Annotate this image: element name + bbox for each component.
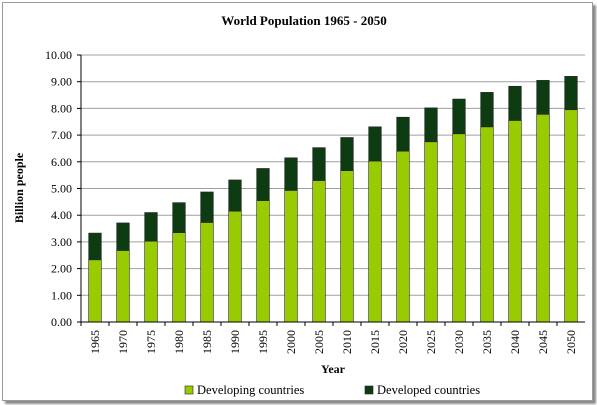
bar-developed [396,116,410,152]
bar-developed [508,85,522,121]
x-tick-label: 1990 [228,330,242,354]
bar-developed [284,157,298,191]
x-tick-label: 2050 [564,330,578,354]
bar-developing [144,240,158,323]
legend-swatch [184,385,194,395]
bar-developing [256,200,270,323]
bar-developing [172,232,186,323]
bar-developing [480,126,494,323]
x-tick-label: 2010 [340,330,354,354]
x-tick-label: 1995 [256,330,270,354]
bar-developed [564,76,578,111]
y-tick-label: 10.00 [45,48,72,62]
bar-developing [88,259,102,323]
bar-developed [536,80,550,115]
bar-developed [312,147,326,181]
x-tick-label: 2000 [284,330,298,354]
x-tick-label: 2035 [480,330,494,354]
x-tick-label: 1980 [172,330,186,354]
bar-developing [452,133,466,323]
bar-developing [396,150,410,323]
x-tick-label: 2045 [536,330,550,354]
bar-developed [368,126,382,162]
y-tick-label: 5.00 [51,182,72,196]
bar-developing [284,190,298,323]
bar-developing [228,210,242,323]
bars [88,76,578,323]
x-tick-label: 2020 [396,330,410,354]
y-axis-label: Billion people [12,152,26,223]
x-tick-label: 2015 [368,330,382,354]
bar-developed [228,179,242,212]
bar-developed [480,92,494,128]
x-tick-label: 2005 [312,330,326,354]
y-tick-label: 1.00 [51,288,72,302]
chart-title: World Population 1965 - 2050 [221,13,386,28]
y-tick-label: 4.00 [51,208,72,222]
bar-developing [536,113,550,323]
legend: Developing countries Developed countries [184,383,480,397]
bar-developing [508,120,522,323]
y-axis-ticks: 0.00 1.00 2.00 3.00 4.00 5.00 6.00 7.00 8.00 9.00… [45,48,81,329]
axes [80,55,585,323]
bar-developing [424,141,438,323]
y-tick-label: 2.00 [51,262,72,276]
bar-developed [340,137,354,171]
bar-developing [200,222,214,323]
gridlines [81,54,585,296]
bar-developed [200,191,214,223]
y-tick-label: 7.00 [51,128,72,142]
x-tick-label: 2040 [508,330,522,354]
y-tick-label: 6.00 [51,155,72,169]
bar-developed [88,232,102,261]
x-tick-label: 1975 [144,330,158,354]
y-tick-label: 3.00 [51,235,72,249]
y-tick-label: 9.00 [51,75,72,89]
bar-developing [312,180,326,323]
bar-developed [256,168,270,201]
x-axis-ticks: 1965 1970 1975 1980 1985 1990 1995 2000 2005 2010… [80,322,578,354]
y-tick-label: 8.00 [51,101,72,115]
bar-developing [340,170,354,323]
bar-developed [172,202,186,233]
legend-swatch [364,385,374,395]
x-tick-label: 1985 [200,330,214,354]
x-tick-label: 1965 [88,330,102,354]
x-tick-label: 2025 [424,330,438,354]
y-tick-label: 0.00 [51,315,72,329]
legend-label: Developed countries [377,383,480,397]
bar-developed [144,212,158,242]
x-tick-label: 1970 [116,330,130,354]
bar-developed [424,107,438,143]
x-axis-label: Year [321,362,346,376]
bar-developed [452,98,466,135]
bar-developing [564,109,578,323]
bar-developing [368,160,382,323]
bar-developing [116,250,130,323]
legend-label: Developing countries [197,383,304,397]
bar-developed [116,222,130,251]
x-tick-label: 2030 [452,330,466,354]
